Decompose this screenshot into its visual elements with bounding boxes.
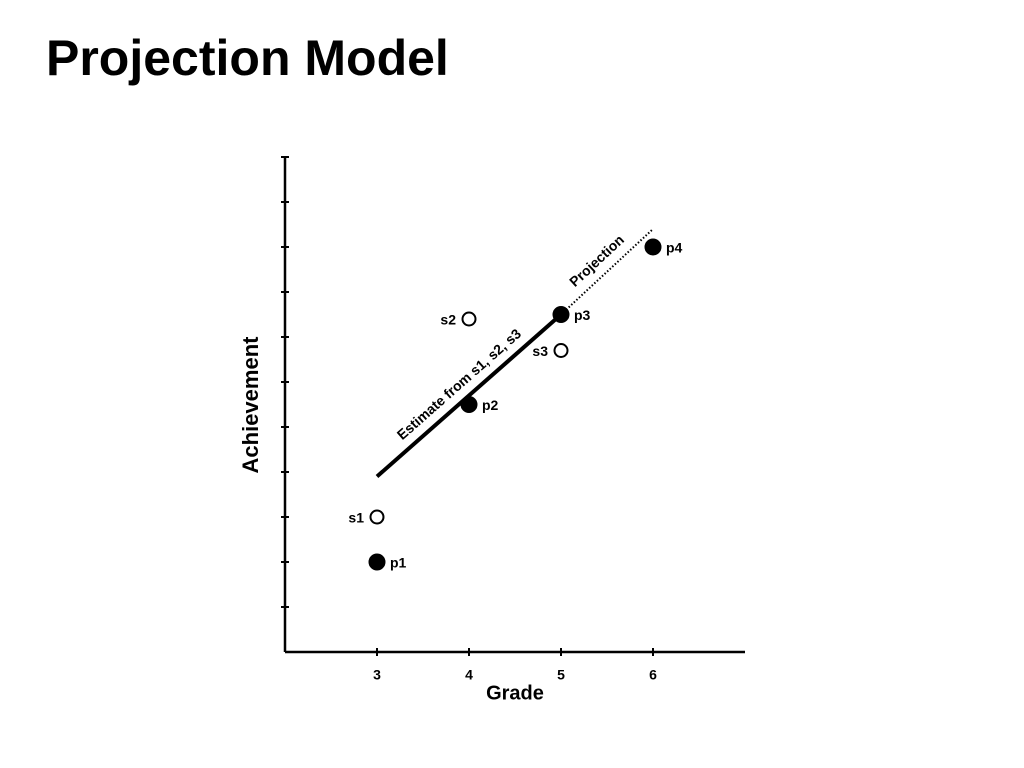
point-filled bbox=[460, 396, 478, 413]
line-label: Estimate from s1, s2, s3 bbox=[394, 325, 524, 443]
point-label: p4 bbox=[666, 240, 683, 256]
x-tick-label: 3 bbox=[373, 667, 381, 683]
point-label: s3 bbox=[532, 343, 548, 359]
point-filled bbox=[552, 306, 570, 323]
point-label: s1 bbox=[348, 510, 364, 526]
point-label: p1 bbox=[390, 555, 407, 571]
point-hollow bbox=[369, 509, 385, 525]
x-tick-label: 4 bbox=[465, 667, 473, 683]
point-filled bbox=[644, 238, 662, 256]
point-label: s2 bbox=[440, 312, 456, 328]
point-label: p3 bbox=[574, 307, 591, 323]
y-axis-title: Achievement bbox=[238, 336, 263, 474]
slide-title: Projection Model bbox=[46, 30, 449, 86]
point-label: p2 bbox=[482, 397, 499, 413]
point-filled bbox=[368, 553, 386, 571]
x-tick-label: 5 bbox=[557, 667, 565, 683]
x-axis-title: Grade bbox=[486, 682, 544, 704]
line-solid bbox=[375, 312, 563, 479]
point-hollow bbox=[461, 311, 477, 327]
x-tick-label: 6 bbox=[649, 667, 657, 683]
point-hollow bbox=[553, 343, 569, 358]
